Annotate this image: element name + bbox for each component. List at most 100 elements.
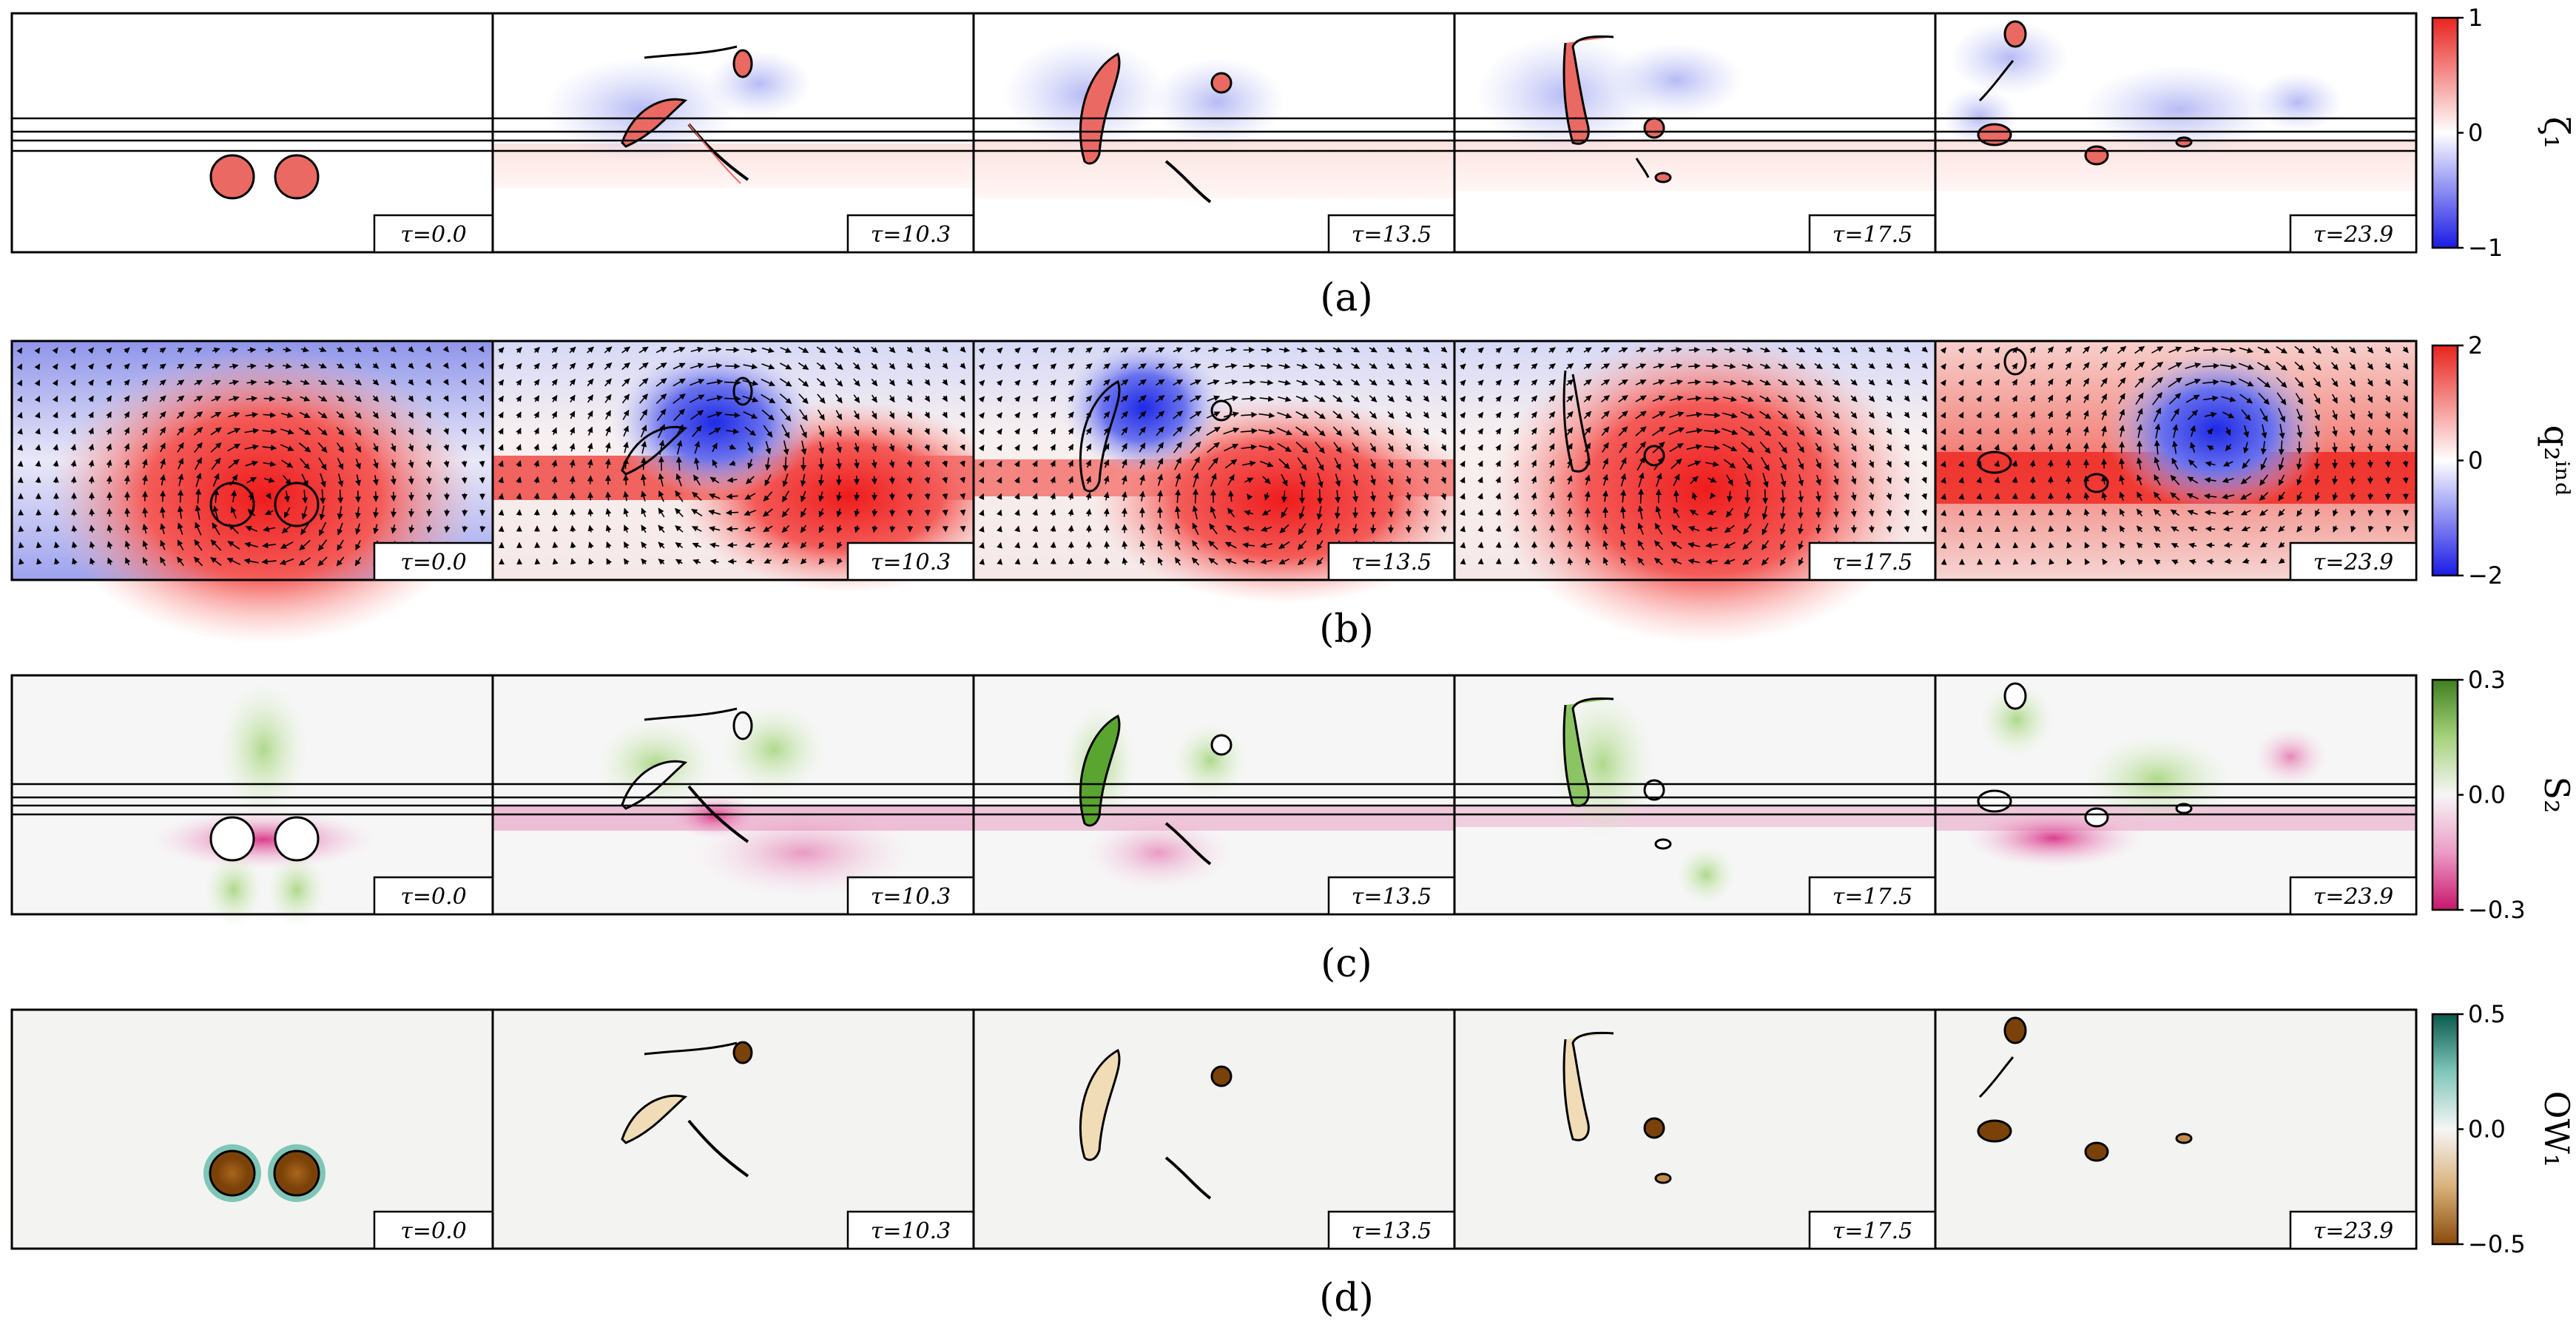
velocity-arrow [87, 347, 95, 354]
velocity-arrow [707, 395, 724, 402]
velocity-arrow [852, 362, 861, 370]
velocity-arrow [692, 542, 701, 549]
velocity-arrow [569, 394, 576, 403]
velocity-arrow [587, 378, 594, 387]
velocity-arrow [478, 395, 485, 402]
velocity-arrow [996, 347, 1003, 354]
velocity-arrow [318, 346, 327, 352]
velocity-arrow [1207, 363, 1220, 369]
velocity-arrow [461, 411, 467, 419]
velocity-arrow [675, 525, 684, 533]
velocity-arrow [337, 346, 345, 352]
velocity-arrow [761, 347, 775, 354]
velocity-arrow [1281, 490, 1287, 503]
velocity-arrow [729, 460, 736, 466]
panel-b-1 [12, 341, 493, 644]
velocity-arrow [34, 363, 41, 371]
velocity-arrow [817, 394, 826, 404]
time-label: τ=17.5 [1832, 550, 1913, 575]
velocity-arrow [298, 557, 311, 566]
velocity-arrow [159, 379, 166, 386]
velocity-arrow [298, 442, 311, 453]
velocity-arrow [800, 558, 807, 564]
velocity-arrow [707, 362, 723, 369]
velocity-arrow [569, 427, 576, 436]
velocity-arrow [743, 363, 758, 370]
velocity-arrow [871, 459, 877, 469]
velocity-arrow [142, 524, 149, 534]
velocity-arrow [656, 408, 667, 422]
velocity-arrow [160, 539, 166, 550]
velocity-arrow [641, 558, 647, 565]
velocity-arrow [693, 457, 700, 470]
velocity-arrow [623, 507, 630, 517]
colorbar-tick-label: 1 [2468, 4, 2483, 32]
velocity-arrow [354, 442, 362, 453]
velocity-arrow [212, 522, 220, 536]
velocity-arrow [960, 411, 965, 419]
velocity-arrow [245, 460, 258, 467]
velocity-arrow [16, 363, 23, 371]
velocity-arrow [281, 459, 294, 468]
velocity-arrow [2402, 476, 2409, 484]
velocity-arrow [498, 460, 504, 467]
velocity-arrow [623, 442, 629, 453]
velocity-arrow [764, 457, 771, 471]
velocity-arrow [36, 525, 42, 532]
velocity-arrow [337, 458, 344, 470]
velocity-arrow [106, 427, 112, 435]
velocity-arrow [533, 362, 540, 370]
velocity-arrow [871, 378, 878, 387]
velocity-arrow [690, 346, 704, 353]
velocity-arrow [318, 521, 327, 536]
velocity-arrow [836, 491, 843, 502]
panel-a-3 [974, 13, 1454, 252]
velocity-arrow [761, 379, 775, 386]
velocity-arrow [744, 526, 756, 532]
velocity-arrow [569, 476, 576, 485]
velocity-arrow [245, 411, 258, 418]
velocity-arrow [229, 347, 238, 354]
velocity-arrow [763, 425, 773, 438]
velocity-field [16, 345, 486, 567]
velocity-arrow [960, 493, 966, 500]
velocity-arrow [227, 428, 241, 435]
velocity-arrow [816, 346, 826, 354]
velocity-arrow [498, 395, 505, 402]
panel-a-4 [1454, 13, 1935, 252]
velocity-arrow [16, 396, 23, 403]
velocity-arrow [318, 379, 328, 385]
colorbar-variable-label: ζ₁ [2537, 117, 2576, 149]
velocity-arrow [105, 347, 112, 354]
velocity-arrow [655, 362, 667, 370]
velocity-arrow [194, 363, 203, 370]
velocity-arrow [336, 556, 345, 567]
velocity-arrow [569, 378, 576, 386]
velocity-arrow [354, 507, 361, 519]
velocity-arrow [1050, 541, 1056, 549]
velocity-arrow [87, 363, 95, 371]
velocity-arrow [2314, 459, 2321, 470]
velocity-arrow [1958, 510, 1965, 516]
velocity-arrow [1032, 541, 1039, 549]
velocity-arrow [408, 411, 414, 419]
velocity-arrow [551, 346, 559, 354]
velocity-arrow [816, 362, 826, 371]
velocity-arrow [744, 510, 757, 516]
velocity-arrow [443, 476, 450, 485]
velocity-arrow [442, 345, 449, 353]
velocity-arrow [587, 410, 593, 419]
velocity-arrow [816, 378, 826, 387]
velocity-arrow [2012, 476, 2018, 484]
velocity-arrow [779, 393, 792, 405]
velocity-arrow [725, 363, 741, 370]
velocity-arrow [300, 362, 310, 369]
colorbar-tick-label: 0 [2468, 119, 2483, 147]
velocity-arrow [906, 444, 913, 452]
velocity-arrow [280, 412, 294, 419]
velocity-arrow [1173, 347, 1183, 353]
velocity-arrow [800, 524, 807, 533]
velocity-arrow [244, 428, 260, 434]
velocity-arrow [551, 394, 558, 402]
velocity-arrow [1566, 507, 1573, 517]
